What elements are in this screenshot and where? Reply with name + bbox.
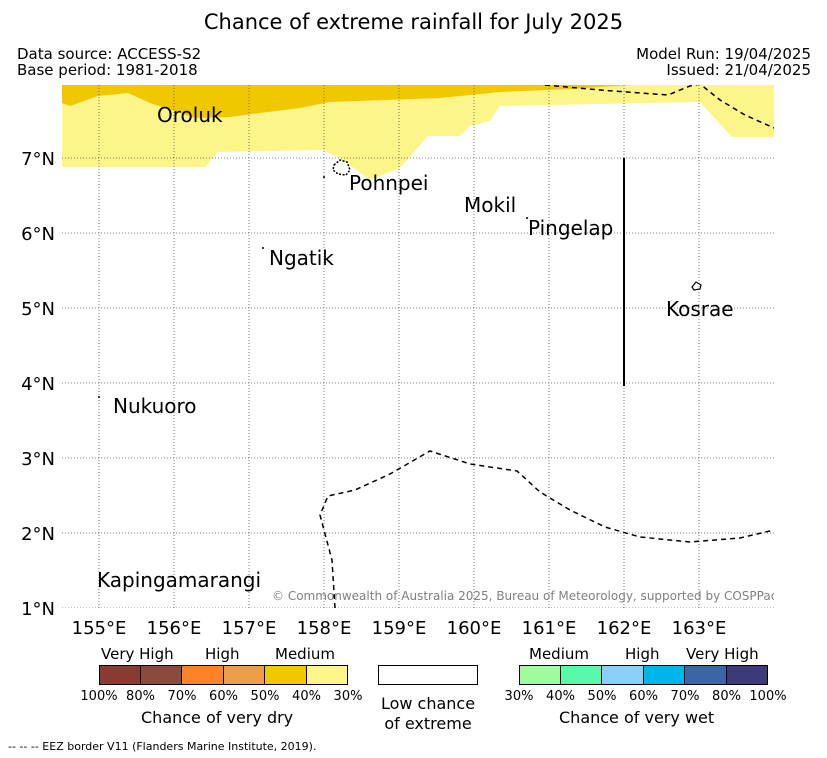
map-title: Chance of extreme rainfall for July 2025: [203, 10, 624, 34]
label-oroluk: Oroluk: [157, 103, 223, 127]
colorbar-tick-label: 80%: [712, 689, 741, 704]
label-nukuoro: Nukuoro: [113, 394, 197, 418]
colorbar-tick-label: 40%: [546, 689, 575, 704]
eez-border-north: [544, 85, 774, 129]
latitude-tick-label: 1°N: [21, 599, 55, 620]
longitude-tick-label: 162°E: [597, 618, 652, 639]
dry-category-high: High: [205, 645, 240, 663]
colorbar-swatch: [685, 665, 727, 685]
model-run-block: Model Run: 19/04/2025 Issued: 21/04/2025: [636, 46, 811, 78]
label-kosrae: Kosrae: [666, 297, 734, 321]
longitude-tick-label: 155°E: [72, 618, 127, 639]
wet-legend-title: Chance of very wet: [559, 708, 715, 727]
latitude-ticks: 1°N 2°N 3°N 4°N 5°N 6°N 7°N: [21, 149, 55, 620]
eez-footnote: -- -- -- EEZ border V11 (Flanders Marine…: [8, 740, 317, 753]
wet-category-high: High: [625, 645, 660, 663]
label-pingelap: Pingelap: [528, 216, 613, 240]
data-source-block: Data source: ACCESS-S2 Base period: 1981…: [17, 46, 201, 78]
low-chance-swatch: [378, 665, 478, 685]
colorbar-swatch: [182, 665, 224, 685]
colorbar-swatch: [99, 665, 141, 685]
colorbar-swatch: [643, 665, 685, 685]
colorbar-swatch: [140, 665, 182, 685]
model-run-text: Model Run: 19/04/2025: [636, 45, 811, 63]
low-chance-line2: of extreme: [384, 714, 472, 733]
wet-category-medium: Medium: [529, 645, 589, 663]
colorbar-swatch: [602, 665, 644, 685]
colorbar-tick-label: 70%: [167, 689, 197, 704]
colorbar-tick-label: 30%: [504, 689, 534, 704]
wet-category-very-high: Very High: [686, 645, 759, 663]
nukuoro-island: [98, 396, 100, 398]
longitude-tick-label: 157°E: [222, 618, 277, 639]
colorbar-tick-label: 60%: [629, 689, 658, 704]
low-chance-line1: Low chance: [380, 694, 476, 713]
longitude-tick-label: 161°E: [522, 618, 577, 639]
colorbar-tick-label: 60%: [209, 689, 238, 704]
colorbar-swatch: [726, 665, 768, 685]
colorbar-swatch: [306, 665, 348, 685]
ant-atoll: [323, 176, 325, 178]
colorbar-tick-label: 80%: [126, 689, 155, 704]
label-kapingamarangi: Kapingamarangi: [97, 568, 261, 592]
colorbar-swatch: [560, 665, 602, 685]
colorbar-swatch: [519, 665, 561, 685]
eez-border-south: [319, 450, 774, 608]
label-pohnpei: Pohnpei: [349, 171, 429, 195]
map-plot-area: © Commonwealth of Australia 2025, Bureau…: [62, 85, 777, 608]
colorbar-tick-label: 30%: [333, 689, 363, 704]
colorbar-tick-label: 40%: [292, 689, 321, 704]
label-mokil: Mokil: [464, 193, 516, 217]
colorbar-tick-label: 100%: [749, 689, 787, 704]
longitude-tick-label: 163°E: [672, 618, 727, 639]
dry-legend-title: Chance of very dry: [141, 708, 294, 727]
longitude-ticks: 155°E 156°E 157°E 158°E 159°E 160°E 161°E 162°E…: [72, 618, 727, 639]
longitude-tick-label: 159°E: [372, 618, 427, 639]
data-source-text: Data source: ACCESS-S2: [17, 45, 202, 63]
colorbar-tick-label: 100%: [80, 689, 118, 704]
pingelap-island: [526, 217, 528, 219]
longitude-tick-label: 158°E: [297, 618, 352, 639]
latitude-tick-label: 2°N: [21, 524, 55, 545]
pohnpei-island: [332, 159, 351, 176]
colorbar-tick-label: 70%: [670, 689, 700, 704]
latitude-tick-label: 3°N: [21, 449, 55, 470]
colorbar-tick-label: 50%: [587, 689, 617, 704]
latitude-tick-label: 6°N: [21, 224, 55, 245]
longitude-tick-label: 156°E: [147, 618, 202, 639]
dry-category-medium: Medium: [275, 645, 335, 663]
latitude-tick-label: 7°N: [21, 149, 55, 170]
latitude-tick-label: 4°N: [21, 374, 55, 395]
colorbar-swatch: [265, 665, 307, 685]
issued-text: Issued: 21/04/2025: [666, 61, 811, 79]
medium-dry-shading: [62, 85, 630, 118]
colorbar-tick-label: 50%: [250, 689, 280, 704]
dry-category-very-high: Very High: [101, 645, 174, 663]
longitude-tick-label: 160°E: [447, 618, 502, 639]
label-ngatik: Ngatik: [269, 246, 334, 270]
kosrae-island: [691, 281, 702, 291]
latitude-tick-label: 5°N: [21, 299, 55, 320]
base-period-text: Base period: 1981-2018: [17, 61, 198, 79]
ngatik-island: [262, 247, 264, 249]
colorbar-swatch: [223, 665, 265, 685]
copyright-text: © Commonwealth of Australia 2025, Bureau…: [272, 589, 777, 603]
